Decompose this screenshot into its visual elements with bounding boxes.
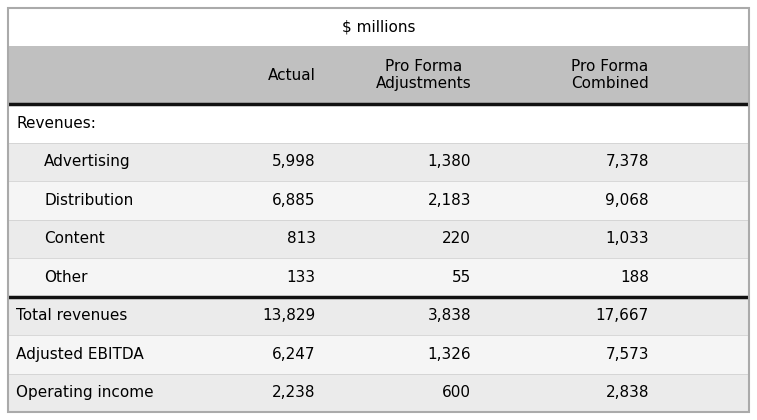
Text: $ millions: $ millions xyxy=(341,19,416,34)
Text: 5,998: 5,998 xyxy=(272,154,316,169)
Text: Operating income: Operating income xyxy=(16,385,154,400)
Bar xyxy=(8,46,749,104)
Text: 813: 813 xyxy=(286,231,316,246)
Text: Pro Forma
Adjustments: Pro Forma Adjustments xyxy=(375,59,471,91)
Text: Revenues:: Revenues: xyxy=(16,116,96,131)
Bar xyxy=(8,142,749,181)
Text: Pro Forma
Combined: Pro Forma Combined xyxy=(572,59,649,91)
Text: Adjusted EBITDA: Adjusted EBITDA xyxy=(16,347,144,362)
Text: Actual: Actual xyxy=(268,68,316,82)
Bar xyxy=(8,373,749,412)
Text: 2,183: 2,183 xyxy=(428,193,471,208)
Text: 55: 55 xyxy=(452,270,471,285)
Bar xyxy=(8,104,749,142)
Text: 2,238: 2,238 xyxy=(272,385,316,400)
Text: 17,667: 17,667 xyxy=(596,308,649,323)
Bar xyxy=(8,335,749,373)
Text: 6,885: 6,885 xyxy=(272,193,316,208)
Text: 188: 188 xyxy=(620,270,649,285)
Text: 600: 600 xyxy=(442,385,471,400)
Text: Advertising: Advertising xyxy=(44,154,131,169)
Text: Total revenues: Total revenues xyxy=(16,308,127,323)
Bar xyxy=(8,220,749,258)
Text: Other: Other xyxy=(44,270,88,285)
Text: 13,829: 13,829 xyxy=(262,308,316,323)
Bar xyxy=(8,258,749,297)
Text: 6,247: 6,247 xyxy=(272,347,316,362)
Bar xyxy=(8,8,749,46)
Text: 220: 220 xyxy=(442,231,471,246)
Text: Content: Content xyxy=(44,231,104,246)
Bar xyxy=(8,297,749,335)
Text: 133: 133 xyxy=(286,270,316,285)
Text: Distribution: Distribution xyxy=(44,193,133,208)
Text: 2,838: 2,838 xyxy=(606,385,649,400)
Text: 1,033: 1,033 xyxy=(606,231,649,246)
Text: 9,068: 9,068 xyxy=(606,193,649,208)
Bar xyxy=(8,181,749,220)
Text: 1,326: 1,326 xyxy=(428,347,471,362)
Text: 1,380: 1,380 xyxy=(428,154,471,169)
Text: 3,838: 3,838 xyxy=(428,308,471,323)
Text: 7,378: 7,378 xyxy=(606,154,649,169)
Text: 7,573: 7,573 xyxy=(606,347,649,362)
